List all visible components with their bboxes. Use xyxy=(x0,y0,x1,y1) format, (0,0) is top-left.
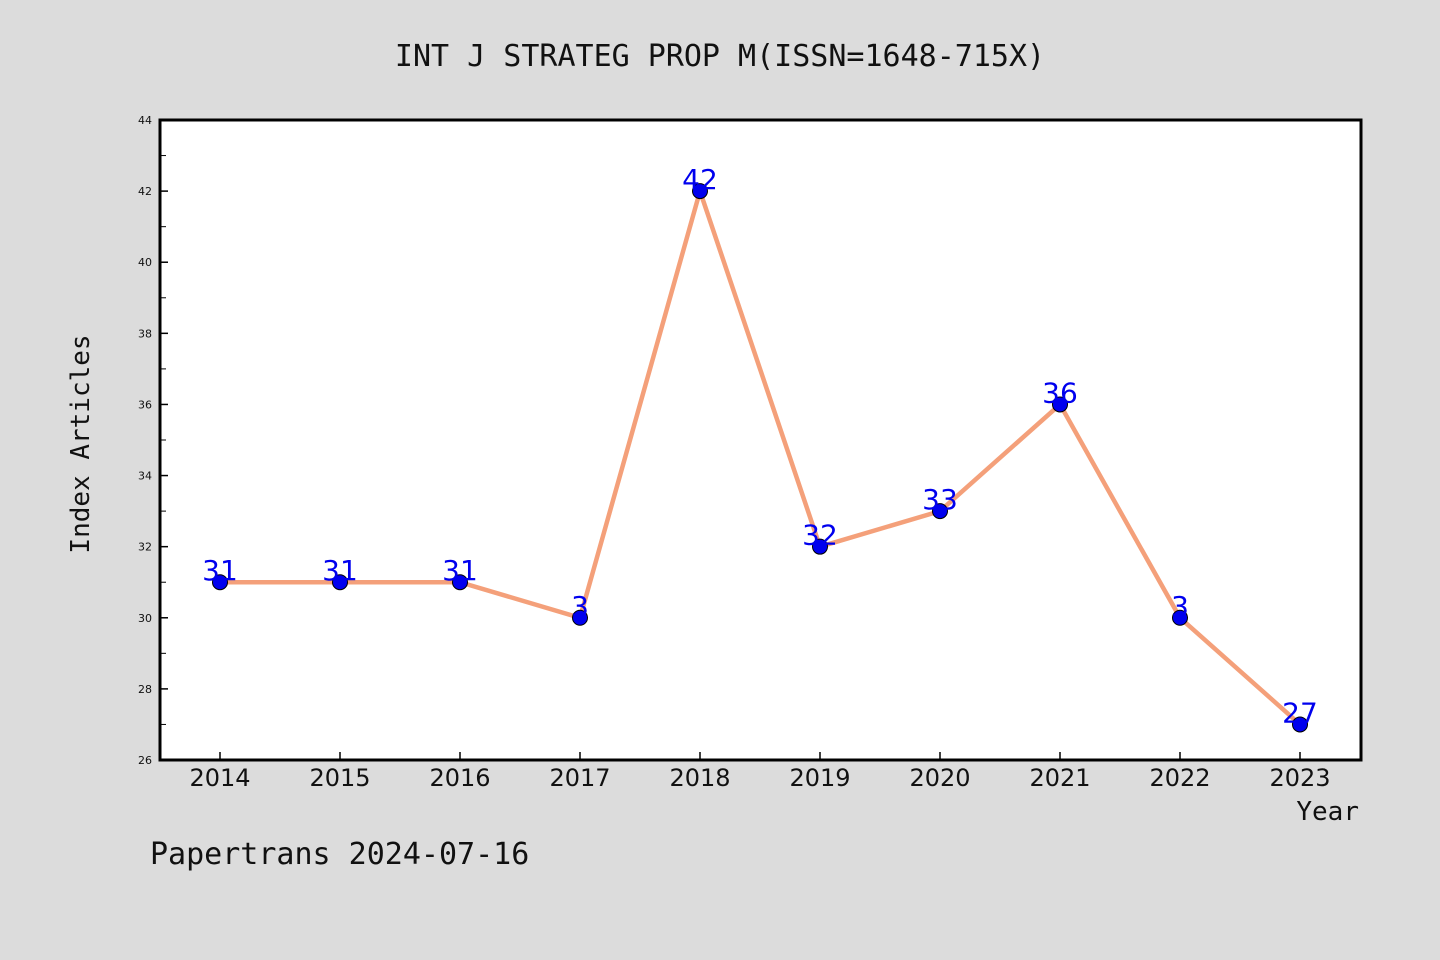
y-tick-label: 44 xyxy=(138,114,152,127)
data-label: 31 xyxy=(322,554,358,587)
data-label: 32 xyxy=(802,519,838,552)
x-tick-label: 2023 xyxy=(1269,764,1330,792)
data-point xyxy=(812,538,828,555)
x-tick-label: 2015 xyxy=(309,764,370,792)
x-axis-ticks: 2014 2015 2016 2017 2018 2019 2020 2021 2022 2023 xyxy=(189,752,1331,792)
y-tick-label: 26 xyxy=(138,754,152,767)
footer-text: Papertrans 2024-07-16 xyxy=(150,837,529,872)
y-tick-label: 28 xyxy=(138,683,152,696)
x-tick-label: 2021 xyxy=(1029,764,1090,792)
y-axis-ticks: 26 28 30 32 34 36 38 40 42 44 xyxy=(138,114,168,767)
y-axis-title: Index Articles xyxy=(66,334,96,553)
plot-area xyxy=(160,120,1361,760)
data-point xyxy=(932,503,948,520)
data-point xyxy=(572,609,588,626)
x-tick-label: 2018 xyxy=(669,764,730,792)
y-tick-label: 30 xyxy=(138,612,152,625)
data-label: 33 xyxy=(922,483,958,516)
data-point xyxy=(212,574,228,591)
data-label: 36 xyxy=(1042,376,1078,409)
x-tick-label: 2014 xyxy=(189,764,250,792)
data-point xyxy=(332,574,348,591)
data-label: 42 xyxy=(682,163,718,196)
data-label: 27 xyxy=(1282,696,1318,729)
series-group: 31 31 31 3 42 32 33 36 3 27 xyxy=(202,163,1318,733)
data-label: 31 xyxy=(442,554,478,587)
data-label: 31 xyxy=(202,554,238,587)
plot-frame xyxy=(158,118,1363,762)
data-point xyxy=(1052,396,1068,413)
chart-title: INT J STRATEG PROP M(ISSN=1648-715X) xyxy=(395,39,1045,74)
data-label: 3 xyxy=(1171,590,1189,623)
y-tick-label: 32 xyxy=(138,541,152,554)
x-axis-title: Year xyxy=(1296,797,1359,827)
x-tick-label: 2017 xyxy=(549,764,610,792)
y-tick-label: 34 xyxy=(138,470,152,483)
y-tick-label: 40 xyxy=(138,256,152,269)
data-point xyxy=(1172,609,1188,626)
x-tick-label: 2022 xyxy=(1149,764,1210,792)
y-tick-label: 36 xyxy=(138,398,152,411)
data-point xyxy=(1292,716,1308,733)
x-tick-label: 2020 xyxy=(909,764,970,792)
x-tick-label: 2016 xyxy=(429,764,490,792)
y-tick-label: 38 xyxy=(138,327,152,340)
data-point xyxy=(452,574,468,591)
data-label: 3 xyxy=(571,590,589,623)
series-line xyxy=(220,183,1302,727)
x-tick-label: 2019 xyxy=(789,764,850,792)
y-tick-label: 42 xyxy=(138,185,152,198)
data-point xyxy=(692,183,708,200)
